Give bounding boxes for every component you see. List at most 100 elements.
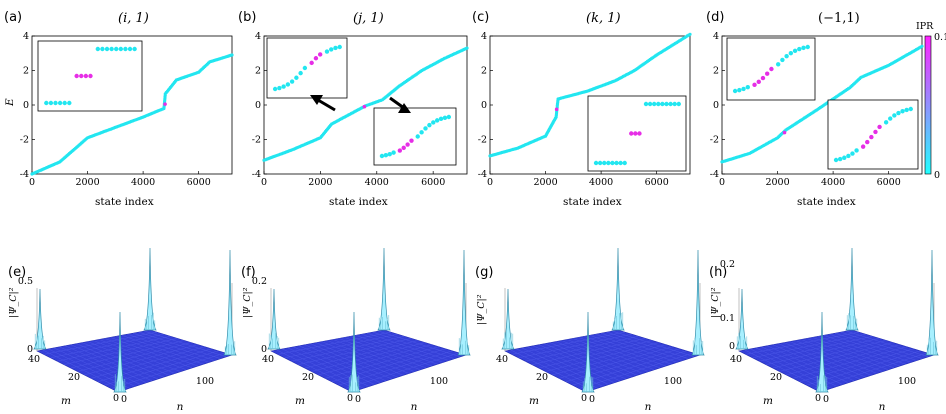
surface-peak (926, 250, 938, 355)
inset-bulk-point (850, 151, 854, 155)
inset-bulk-point (614, 161, 618, 165)
inset-bulk-point (737, 88, 741, 92)
m-axis-label: m (529, 395, 539, 407)
panel-title-c: (k, 1) (586, 11, 621, 26)
inset-bulk-point (109, 47, 113, 51)
x-tick-label: 2000 (75, 177, 99, 188)
y-tick-label: 4 (481, 31, 487, 42)
panel-c-axes: 0 2000 4000 6000 -4 -2 0 2 4 (478, 31, 690, 188)
inset-bulk-point (439, 117, 443, 121)
inset-bulk-point (447, 115, 451, 119)
surface-peak (144, 248, 156, 330)
inset-edge-point (877, 125, 881, 129)
n-tick-label: 100 (430, 376, 448, 387)
inset-bulk-point (854, 148, 858, 152)
inset-edge-point (74, 74, 78, 78)
x-tick-label: 2000 (533, 177, 557, 188)
inset-bulk-point (618, 161, 622, 165)
surface-peak (458, 250, 470, 355)
y-tick-label: -4 (20, 169, 29, 180)
y-tick-label: -2 (710, 135, 719, 146)
surface-e: |Ψ_C|²00.502040m 0100n (8, 248, 236, 413)
inset-edge-point (84, 74, 88, 78)
inset-bulk-point (123, 47, 127, 51)
inset-bulk-point (58, 101, 62, 105)
inset-bulk-point (128, 47, 132, 51)
x-tick-label: 0 (487, 177, 493, 188)
m-axis-label: m (61, 395, 71, 407)
inset-edge-point (865, 140, 869, 144)
inset-bulk-point (416, 134, 420, 138)
inset-bulk-point (884, 120, 888, 124)
inset-bulk-point (100, 47, 104, 51)
panel-label-b: (b) (238, 10, 256, 25)
inset-bulk-point (277, 86, 281, 90)
x-tick-label: 0 (261, 177, 267, 188)
m-tick-label: 40 (28, 354, 40, 365)
xlabel-a: state index (95, 196, 154, 208)
x-tick-label: 0 (29, 177, 35, 188)
figure: (a) (i, 1) (b) (j, 1) (c) (k, 1) (d) (−1… (0, 0, 946, 414)
inset-bulk-point (391, 150, 395, 154)
z-axis-label: |Ψ_C|² (242, 287, 253, 318)
n-tick-label: 0 (589, 394, 595, 405)
inset-edge-point (637, 131, 641, 135)
inset-bulk-point (388, 152, 392, 156)
surface-g: |Ψ_C|² 0 20 40 m 0 100 n (476, 248, 704, 413)
n-tick-label: 0 (823, 394, 829, 405)
inset-bulk-point (329, 47, 333, 51)
inset-bulk-point (294, 76, 298, 80)
inset-bulk-point (806, 45, 810, 49)
inset-bulk-point (435, 118, 439, 122)
inset-bulk-point (623, 161, 627, 165)
inset-edge-point (873, 130, 877, 134)
inset-bulk-point (333, 46, 337, 50)
surface-peak (612, 248, 624, 330)
inset-bulk-point (298, 71, 302, 75)
m-axis-label: m (763, 395, 773, 407)
inset-bulk-point (789, 51, 793, 55)
surface-peak (34, 289, 46, 349)
surface-peak (502, 289, 514, 349)
surface-f: |Ψ_C|² 0 0.2 0 20 40 m 0 100 n (242, 248, 470, 413)
y-tick-label: -2 (252, 135, 261, 146)
panel-label-a: (a) (4, 10, 22, 25)
panel-label-d: (d) (706, 10, 724, 25)
m-tick-label: 20 (302, 372, 314, 383)
y-tick-label: -2 (20, 135, 29, 146)
xlabel-d: state index (797, 196, 856, 208)
z-axis-label: |Ψ_C|² (476, 294, 487, 325)
edge-state-point (783, 131, 787, 135)
inset-bulk-point (900, 109, 904, 113)
inset-bulk-point (419, 130, 423, 134)
edge-state-point (363, 105, 367, 109)
m-tick-label: 20 (68, 372, 80, 383)
y-tick-label: 2 (23, 66, 29, 77)
n-axis-label: n (177, 401, 184, 413)
n-tick-label: 0 (355, 394, 361, 405)
m-tick-label: 0 (113, 393, 119, 404)
inset-bulk-point (797, 47, 801, 51)
n-tick-label: 100 (664, 376, 682, 387)
inset-edge-point (769, 67, 773, 71)
surface-h: |Ψ_C|²00.10.202040m 0100n (710, 248, 938, 413)
panel-title-a: (i, 1) (118, 11, 149, 26)
inset-edge-point (869, 135, 873, 139)
y-tick-label: -4 (252, 169, 261, 180)
panel-b-axes: 0 2000 4000 6000-4-2024 (252, 31, 467, 188)
inset-bulk-point (846, 154, 850, 158)
inset-bulk-point (427, 123, 431, 127)
x-tick-label: 4000 (131, 177, 155, 188)
inset-edge-point (409, 138, 413, 142)
inset-bulk-point (606, 161, 610, 165)
inset-bulk-point (741, 87, 745, 91)
y-tick-label: 2 (255, 66, 261, 77)
edge-state-point (555, 108, 559, 112)
inset-bulk-point (648, 102, 652, 106)
m-axis-label: m (295, 395, 305, 407)
inset-edge-point (633, 131, 637, 135)
inset-bulk-point (780, 58, 784, 62)
inset-bulk-point (842, 156, 846, 160)
y-tick-label: 2 (481, 66, 487, 77)
y-tick-label: 0 (255, 100, 261, 111)
